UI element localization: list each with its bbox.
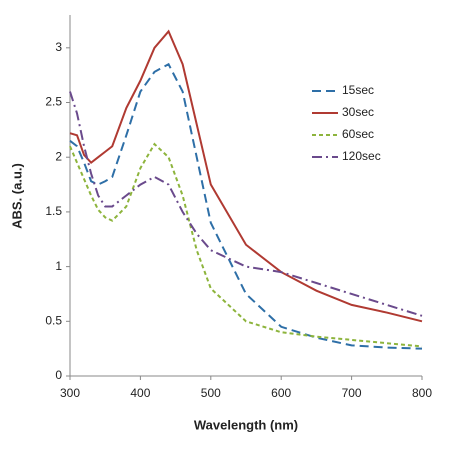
x-tick-label: 800 xyxy=(412,386,432,400)
legend-label: 15sec xyxy=(342,83,374,97)
x-tick-label: 300 xyxy=(60,386,80,400)
y-tick-label: 0 xyxy=(55,368,62,382)
legend-label: 120sec xyxy=(342,149,381,163)
x-tick-label: 600 xyxy=(271,386,291,400)
y-tick-label: 3 xyxy=(55,40,62,54)
legend-label: 60sec xyxy=(342,127,374,141)
x-tick-label: 500 xyxy=(201,386,221,400)
series-line xyxy=(69,142,423,348)
legend-label: 30sec xyxy=(342,105,374,119)
y-tick-label: 2.5 xyxy=(45,95,62,109)
y-tick-label: 1.5 xyxy=(45,204,62,218)
y-tick-label: 0.5 xyxy=(45,313,62,327)
x-tick-label: 700 xyxy=(342,386,362,400)
series-line xyxy=(69,29,423,323)
series-line xyxy=(69,91,423,317)
y-tick-label: 2 xyxy=(55,149,62,163)
y-tick-label: 1 xyxy=(55,259,62,273)
x-tick-label: 400 xyxy=(130,386,150,400)
y-axis-label: ABS. (a.u.) xyxy=(9,163,24,229)
x-axis-label: Wavelength (nm) xyxy=(194,417,298,432)
